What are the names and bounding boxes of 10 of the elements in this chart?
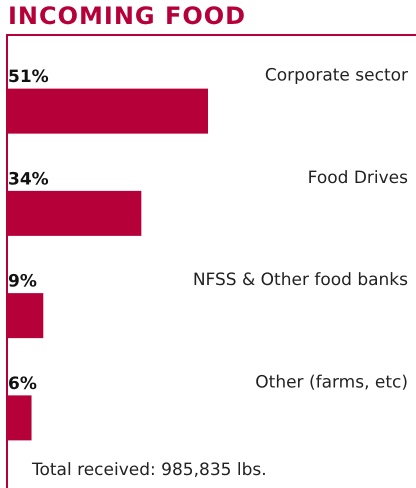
y-tick-label: Food Drives [308,168,408,188]
y-tick-label: NFSS & Other food banks [192,270,408,290]
data-label: 34% [8,169,49,190]
chart-title: INCOMING FOOD [8,2,246,30]
data-label: 51% [8,67,49,88]
y-tick-label: Corporate sector [264,66,408,86]
y-tick-label: Other (farms, etc) [255,372,408,392]
data-label: 9% [8,272,37,292]
annotation: Total received: 985,835 lbs. [32,460,267,480]
data-label: 6% [8,374,37,394]
